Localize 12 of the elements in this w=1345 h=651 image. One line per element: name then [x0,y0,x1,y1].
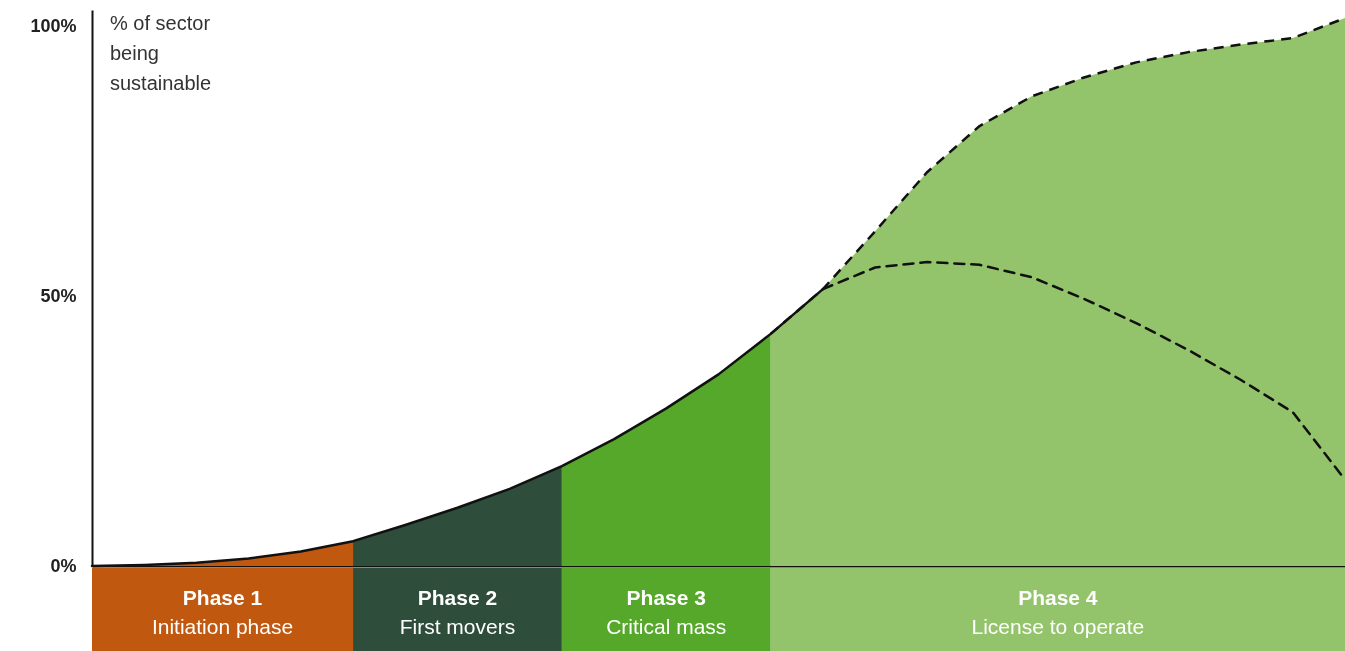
y-axis-title: % of sector being sustainable [110,12,212,94]
series-label: Phase 4 [1018,586,1098,609]
text: License to operate [971,615,1145,638]
text: Critical mass [606,615,727,638]
y-tick-label: 0% [50,555,77,576]
text: First movers [399,615,516,638]
series-label: Phase 2 [417,586,498,609]
y-tick-label: 50% [40,285,77,306]
y-tick-label: 100% [30,15,77,36]
text: Initiation phase [151,615,294,638]
series-label: Phase 1 [182,586,263,609]
series-label: Phase 3 [626,586,706,609]
